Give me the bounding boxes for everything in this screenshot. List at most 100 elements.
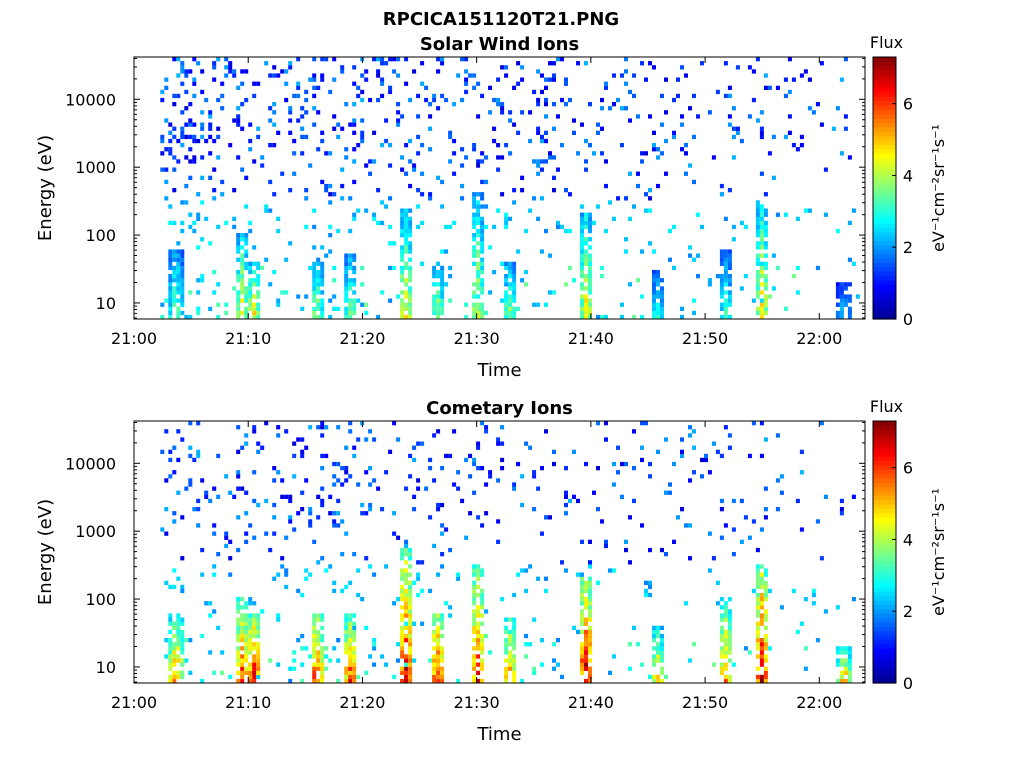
spectrogram-cells — [160, 421, 856, 684]
flux-cell — [775, 265, 780, 271]
flux-cell — [364, 470, 369, 475]
flux-cell — [532, 617, 537, 622]
flux-cell — [791, 588, 796, 594]
flux-cell — [723, 646, 728, 651]
flux-cell — [556, 220, 560, 226]
flux-cell — [284, 568, 289, 573]
flux-cell — [472, 302, 477, 307]
flux-cell — [524, 633, 529, 639]
flux-cell — [576, 498, 580, 504]
flux-cell — [200, 122, 205, 127]
flux-cell — [240, 290, 245, 295]
flux-cell — [368, 482, 373, 487]
flux-cell — [180, 515, 185, 520]
flux-cell — [220, 192, 225, 197]
flux-cell — [504, 666, 509, 671]
flux-cell — [460, 97, 465, 103]
flux-cell — [324, 57, 329, 62]
flux-cell — [700, 457, 704, 463]
flux-cell — [408, 564, 413, 569]
flux-cell — [320, 662, 325, 667]
flux-cell — [584, 678, 588, 684]
flux-cell — [755, 609, 760, 614]
flux-cell — [588, 261, 592, 266]
colorbar-segment — [873, 617, 896, 623]
flux-cell — [320, 646, 325, 651]
flux-cell — [580, 233, 584, 238]
flux-cell — [472, 568, 477, 573]
flux-cell — [372, 646, 377, 651]
flux-cell — [212, 61, 217, 66]
flux-cell — [476, 576, 481, 581]
flux-cell — [656, 302, 660, 307]
flux-cell — [408, 670, 413, 675]
flux-cell — [232, 118, 237, 123]
flux-cell — [472, 261, 477, 266]
flux-cell — [476, 592, 481, 598]
colorbar-tick-label: 0 — [903, 310, 913, 329]
flux-cell — [380, 654, 385, 659]
flux-cell — [508, 110, 513, 115]
flux-cell — [588, 617, 592, 622]
flux-cell — [320, 269, 325, 275]
flux-cell — [476, 584, 481, 590]
flux-cell — [584, 662, 588, 667]
flux-cell — [180, 633, 185, 639]
flux-cell — [660, 633, 664, 639]
flux-cell — [763, 625, 768, 630]
flux-cell — [300, 646, 305, 651]
flux-cell — [200, 274, 205, 279]
flux-cell — [396, 642, 401, 647]
flux-cell — [344, 633, 349, 639]
flux-cell — [208, 114, 213, 119]
flux-cell — [584, 646, 588, 651]
flux-cell — [648, 208, 652, 213]
flux-cell — [512, 674, 517, 680]
flux-cell — [472, 654, 477, 659]
flux-cell — [532, 666, 537, 671]
flux-cell — [408, 216, 413, 221]
flux-cell — [488, 245, 493, 250]
flux-cell — [244, 638, 249, 643]
flux-cell — [644, 421, 648, 426]
flux-cell — [763, 584, 768, 590]
flux-cell — [847, 220, 852, 226]
colorbar-segment — [873, 508, 896, 514]
flux-cell — [172, 286, 177, 291]
flux-cell — [240, 629, 245, 635]
flux-cell — [628, 560, 632, 565]
x-axis-label: Time — [476, 724, 521, 745]
flux-cell — [400, 568, 405, 573]
flux-cell — [248, 290, 253, 295]
flux-cell — [552, 155, 556, 160]
flux-cell — [763, 613, 768, 618]
flux-cell — [408, 274, 413, 279]
flux-cell — [172, 220, 177, 226]
flux-cell — [612, 73, 616, 78]
flux-cell — [344, 625, 349, 630]
flux-cell — [763, 633, 768, 639]
flux-cell — [755, 654, 760, 659]
flux-cell — [755, 572, 760, 577]
flux-cell — [684, 523, 688, 528]
flux-cell — [348, 625, 353, 630]
flux-cell — [727, 188, 732, 193]
flux-cell — [256, 502, 261, 508]
flux-cell — [520, 175, 525, 180]
flux-cell — [588, 310, 592, 316]
flux-cell — [484, 425, 489, 430]
flux-cell — [504, 658, 509, 663]
flux-cell — [184, 200, 189, 205]
flux-cell — [660, 306, 664, 311]
flux-cell — [432, 294, 437, 299]
flux-cell — [352, 159, 357, 164]
flux-cell — [727, 633, 732, 639]
flux-cell — [404, 302, 409, 307]
flux-cell — [168, 249, 173, 254]
flux-cell — [644, 192, 648, 197]
flux-cell — [476, 200, 481, 205]
flux-cell — [412, 163, 417, 168]
flux-cell — [296, 588, 301, 594]
flux-cell — [240, 678, 245, 684]
flux-cell — [480, 282, 485, 287]
